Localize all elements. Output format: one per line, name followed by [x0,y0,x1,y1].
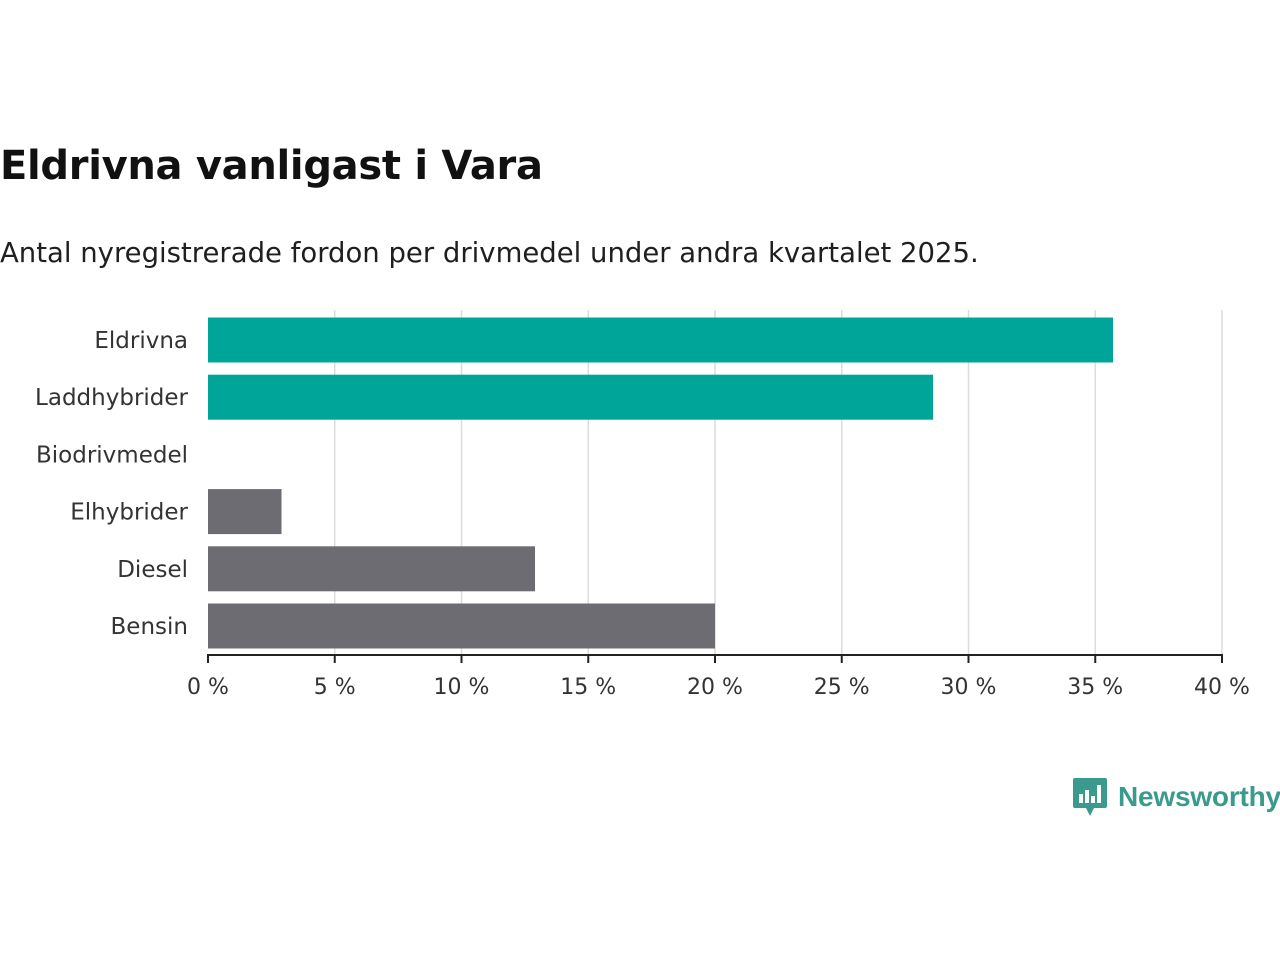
x-tick-label: 30 % [941,675,997,700]
x-tick-label: 25 % [814,675,870,700]
x-tick-label: 35 % [1067,675,1123,700]
category-label: Laddhybrider [35,385,188,411]
bar-diesel [208,546,536,592]
bar-bensin [208,603,715,649]
newsworthy-logo: Newsworthy [1072,776,1280,818]
x-tick-label: 0 % [187,675,229,700]
logo-text: Newsworthy [1118,781,1280,812]
category-label: Bensin [111,614,188,640]
category-labels: Eldrivna Laddhybrider Biodrivmedel Elhybrid… [35,328,188,640]
chart-subtitle: Antal nyregistrerade fordon per drivmede… [0,237,979,269]
x-tick-label: 10 % [434,675,490,700]
x-tick-label: 20 % [687,675,743,700]
category-label: Diesel [117,557,188,583]
x-tick-label: 15 % [560,675,616,700]
bar-elhybrider [208,489,282,535]
gridlines [334,310,1223,655]
category-label: Eldrivna [94,328,188,354]
bar-eldrivna [208,317,1113,363]
x-tick-label: 40 % [1194,675,1250,700]
bars [208,317,1113,649]
x-axis: 0 % 5 % 10 % 15 % 20 % 25 % 30 % 35 % 40 % [187,654,1250,700]
bar-laddhybrider [208,374,934,420]
category-label: Elhybrider [70,500,188,526]
newsworthy-chart-bubble-icon [1073,778,1107,816]
category-label: Biodrivmedel [36,442,188,468]
x-tick-label: 5 % [314,675,356,700]
chart-title: Eldrivna vanligast i Vara [0,143,543,189]
